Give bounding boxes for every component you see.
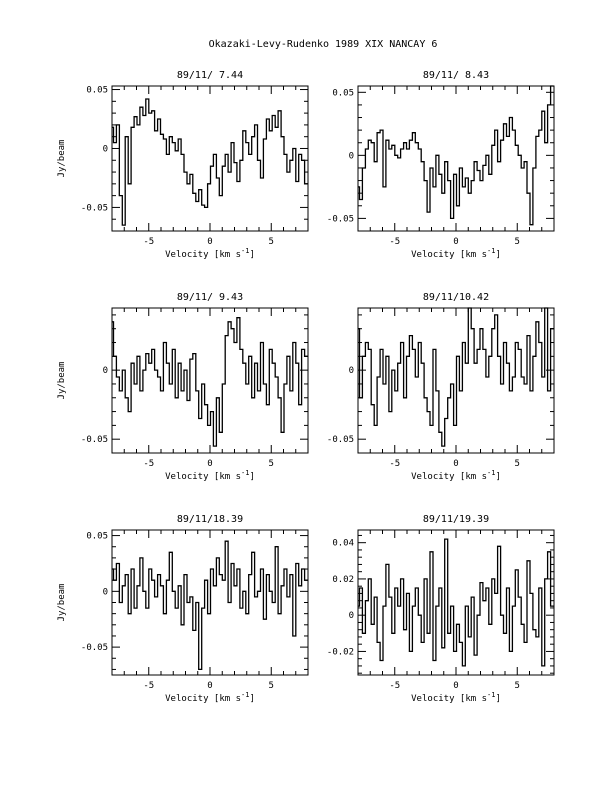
panel-title: 89/11/ 8.43 <box>423 70 489 81</box>
x-tick-label: 5 <box>515 459 520 469</box>
spectrum-line <box>358 307 554 447</box>
spectrum-line <box>358 538 554 667</box>
spectrum-panel: 89/11/19.39 -5 0 5 -0.02 0 0.02 0.04 Velocity [k… <box>327 514 555 704</box>
x-tick-label: -5 <box>143 237 154 247</box>
y-tick-label: 0.05 <box>332 88 354 98</box>
y-tick-label: 0 <box>103 366 108 376</box>
y-tick-label: 0 <box>349 611 354 621</box>
x-tick-label: 5 <box>515 681 520 691</box>
x-axis-label: Velocity [km s-1] <box>411 691 501 704</box>
panel-title: 89/11/19.39 <box>423 514 489 525</box>
plot-frame <box>357 529 555 676</box>
spectrum-line <box>358 85 554 226</box>
x-tick-label: 5 <box>515 237 520 247</box>
panel-title: 89/11/ 9.43 <box>177 292 243 303</box>
x-tick-label: 5 <box>269 681 274 691</box>
panel-title: 89/11/18.39 <box>177 514 243 525</box>
y-tick-label: 0.02 <box>332 575 354 585</box>
plot-frame <box>357 85 555 232</box>
y-tick-label: -0.05 <box>81 643 108 653</box>
y-tick-label: -0.02 <box>327 647 354 657</box>
y-tick-label: 0 <box>349 151 354 161</box>
y-tick-label: 0.04 <box>332 539 354 549</box>
x-axis-label: Velocity [km s-1] <box>165 247 255 260</box>
y-axis-label: Jy/beam <box>57 584 67 622</box>
panel-title: 89/11/10.42 <box>423 292 489 303</box>
spectra-panels: 89/11/ 7.44 -5 0 5 -0.05 0 0.05 Velocity [km s-… <box>57 70 555 704</box>
x-axis-label: Velocity [km s-1] <box>411 247 501 260</box>
x-axis-label: Velocity [km s-1] <box>165 691 255 704</box>
spectrum-panel: 89/11/ 8.43 -5 0 5 -0.05 0 0.05 Velocity [km s-… <box>327 70 555 260</box>
panel-title: 89/11/ 7.44 <box>177 70 243 81</box>
y-tick-label: 0.05 <box>86 532 108 542</box>
x-tick-label: 0 <box>207 237 212 247</box>
y-tick-label: 0 <box>349 366 354 376</box>
page-title: Okazaki-Levy-Rudenko 1989 XIX NANCAY 6 <box>209 39 438 50</box>
x-tick-label: -5 <box>389 681 400 691</box>
y-tick-label: -0.05 <box>81 435 108 445</box>
spectrum-line <box>112 317 308 447</box>
x-tick-label: 0 <box>453 459 458 469</box>
y-tick-label: 0 <box>103 587 108 597</box>
x-tick-label: 0 <box>453 681 458 691</box>
spectrum-panel: 89/11/18.39 -5 0 5 -0.05 0 0.05 Velocity [km s-… <box>57 514 309 704</box>
y-axis-label: Jy/beam <box>57 140 67 178</box>
x-tick-label: 0 <box>207 681 212 691</box>
spectrum-panel: 89/11/ 7.44 -5 0 5 -0.05 0 0.05 Velocity [km s-… <box>57 70 309 260</box>
y-tick-label: 0 <box>103 144 108 154</box>
x-tick-label: 5 <box>269 237 274 247</box>
x-tick-label: -5 <box>143 459 154 469</box>
spectrum-line <box>112 98 308 226</box>
x-tick-label: 5 <box>269 459 274 469</box>
x-tick-label: -5 <box>143 681 154 691</box>
y-axis-label: Jy/beam <box>57 362 67 400</box>
x-tick-label: -5 <box>389 459 400 469</box>
spectrum-line <box>112 540 308 671</box>
x-tick-label: 0 <box>453 237 458 247</box>
x-tick-label: -5 <box>389 237 400 247</box>
y-tick-label: -0.05 <box>327 214 354 224</box>
y-tick-label: -0.05 <box>327 435 354 445</box>
x-axis-label: Velocity [km s-1] <box>165 469 255 482</box>
y-tick-label: -0.05 <box>81 203 108 213</box>
y-tick-label: 0.05 <box>86 86 108 96</box>
x-axis-label: Velocity [km s-1] <box>411 469 501 482</box>
x-tick-label: 0 <box>207 459 212 469</box>
